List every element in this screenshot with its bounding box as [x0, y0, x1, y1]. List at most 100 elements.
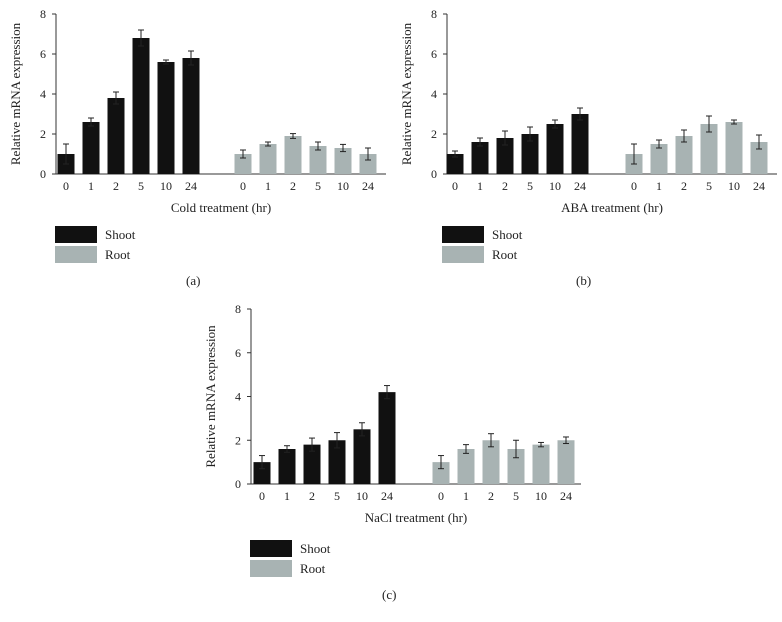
x-tick-label: 10: [356, 489, 368, 503]
bar-shoot: [571, 114, 589, 174]
bar-root: [675, 136, 693, 174]
x-axis-label: Cold treatment (hr): [171, 200, 271, 215]
x-tick-label: 5: [315, 179, 321, 193]
x-tick-label: 1: [477, 179, 483, 193]
legend-swatch-shoot: [55, 226, 97, 243]
bar-root: [432, 462, 450, 484]
legend-label-shoot: Shoot: [300, 540, 331, 556]
x-tick-label: 24: [753, 179, 765, 193]
chart-panel-a: 0 2 4 6 8 Relative mRNA expression 0 1 2 5 10 24 0 1 2…: [0, 0, 391, 300]
x-tick-label: 24: [574, 179, 586, 193]
legend-item-shoot: Shoot: [442, 226, 522, 243]
legend-swatch-shoot: [250, 540, 292, 557]
y-tick-label: 6: [431, 47, 437, 61]
bar-root: [750, 142, 768, 174]
x-tick-label: 5: [527, 179, 533, 193]
bar-root: [557, 440, 575, 484]
y-tick-label: 4: [40, 87, 46, 101]
y-axis-label: Relative mRNA expression: [8, 22, 23, 165]
legend-item-shoot: Shoot: [55, 226, 135, 243]
x-tick-label: 1: [656, 179, 662, 193]
y-tick-label: 2: [431, 127, 437, 141]
legend-swatch-root: [250, 560, 292, 577]
legend-label-root: Root: [300, 560, 326, 576]
legend-item-root: Root: [250, 560, 325, 577]
y-tick-label: 8: [235, 302, 241, 316]
x-tick-label: 0: [452, 179, 458, 193]
y-tick-label: 0: [235, 477, 241, 491]
chart-panel-b: 0 2 4 6 8 Relative mRNA expression 0 1 2 5 10 24 0 1 2…: [391, 0, 782, 300]
bar-shoot: [353, 429, 371, 484]
y-tick-label: 8: [431, 7, 437, 21]
x-tick-label: 24: [185, 179, 197, 193]
panel-label-a: (a): [186, 273, 201, 288]
x-tick-label: 2: [488, 489, 494, 503]
bar-root: [457, 449, 475, 484]
x-axis-label: ABA treatment (hr): [561, 200, 663, 215]
x-tick-label: 2: [309, 489, 315, 503]
bar-root: [725, 122, 743, 174]
x-tick-label: 10: [535, 489, 547, 503]
legend-item-shoot: Shoot: [250, 540, 330, 557]
bar-shoot: [446, 154, 464, 174]
x-tick-label: 0: [438, 489, 444, 503]
y-tick-label: 4: [431, 87, 437, 101]
y-tick-label: 6: [40, 47, 46, 61]
x-tick-label: 5: [706, 179, 712, 193]
legend-label-shoot: Shoot: [492, 226, 523, 242]
x-tick-label: 1: [284, 489, 290, 503]
panel-label-c: (c): [382, 587, 397, 602]
x-tick-label: 2: [681, 179, 687, 193]
x-tick-label: 1: [88, 179, 94, 193]
bar-shoot: [132, 38, 150, 174]
legend-item-root: Root: [55, 246, 130, 263]
y-axis-label: Relative mRNA expression: [399, 22, 414, 165]
legend-label-root: Root: [492, 246, 518, 262]
bar-root: [507, 449, 525, 484]
bar-root: [284, 136, 302, 174]
x-tick-label: 10: [728, 179, 740, 193]
y-tick-label: 6: [235, 346, 241, 360]
x-tick-label: 0: [63, 179, 69, 193]
legend-swatch-shoot: [442, 226, 484, 243]
x-tick-label: 5: [513, 489, 519, 503]
bar-shoot: [496, 138, 514, 174]
legend-swatch-root: [55, 246, 97, 263]
x-tick-label: 0: [631, 179, 637, 193]
bar-root: [259, 144, 277, 174]
y-tick-label: 8: [40, 7, 46, 21]
bar-shoot: [328, 440, 346, 484]
bar-shoot: [278, 449, 296, 484]
y-tick-label: 4: [235, 390, 241, 404]
bar-shoot: [253, 462, 271, 484]
panel-label-b: (b): [576, 273, 592, 288]
x-tick-label: 2: [502, 179, 508, 193]
bar-root: [234, 154, 252, 174]
x-tick-label: 1: [463, 489, 469, 503]
x-tick-label: 24: [560, 489, 572, 503]
legend-label-shoot: Shoot: [105, 226, 136, 242]
x-tick-label: 2: [290, 179, 296, 193]
bar-root: [359, 154, 377, 174]
legend-swatch-root: [442, 246, 484, 263]
legend-item-root: Root: [442, 246, 517, 263]
y-tick-label: 0: [431, 167, 437, 181]
x-axis-label: NaCl treatment (hr): [365, 510, 468, 525]
bar-shoot: [546, 124, 564, 174]
bar-shoot: [378, 392, 396, 484]
x-tick-label: 1: [265, 179, 271, 193]
legend-label-root: Root: [105, 246, 131, 262]
x-tick-label: 5: [334, 489, 340, 503]
x-tick-label: 10: [549, 179, 561, 193]
x-tick-label: 0: [240, 179, 246, 193]
x-tick-label: 10: [160, 179, 172, 193]
y-tick-label: 2: [40, 127, 46, 141]
x-tick-label: 5: [138, 179, 144, 193]
x-tick-label: 2: [113, 179, 119, 193]
bar-shoot: [82, 122, 100, 174]
bar-root: [334, 148, 352, 174]
y-tick-label: 0: [40, 167, 46, 181]
x-tick-label: 10: [337, 179, 349, 193]
